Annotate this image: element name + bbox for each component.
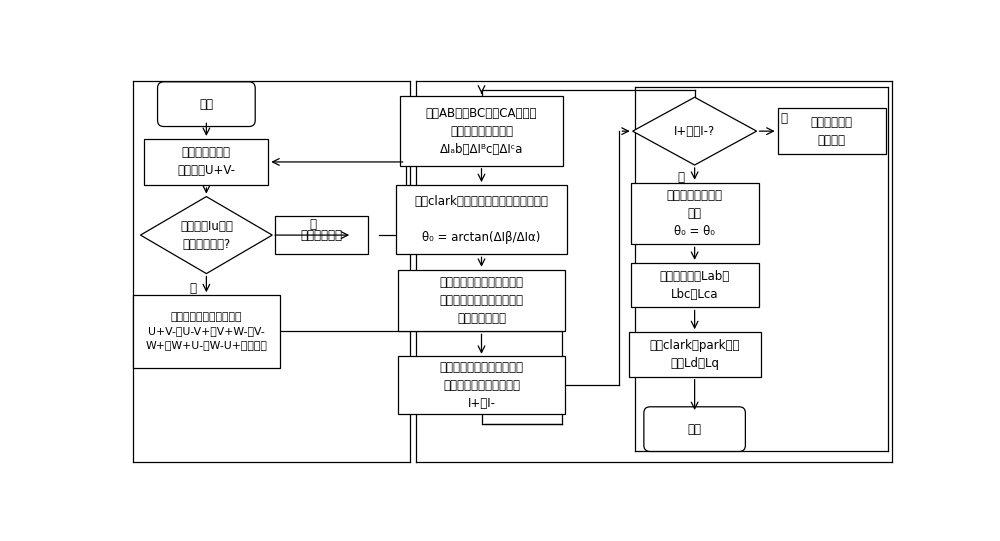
Text: 辨识偏差过大
重新辨识: 辨识偏差过大 重新辨识 [811, 116, 853, 147]
Text: 依次注入选取的正向、反向
三相脉冲，获取电流响应
I+、I-: 依次注入选取的正向、反向 三相脉冲，获取电流响应 I+、I- [440, 361, 524, 410]
Text: 根据位置角初值取值范围，
选取三相脉冲注入方向，进
行磁极方向判断: 根据位置角初值取值范围， 选取三相脉冲注入方向，进 行磁极方向判断 [440, 276, 524, 325]
Text: 增加脉冲宽度: 增加脉冲宽度 [300, 229, 342, 242]
FancyBboxPatch shape [398, 357, 565, 414]
Text: 获取合适脉宽，依次注入
U+V-、U-V+、V+W-、V-
W+、W+U-、W-U+两相脉冲: 获取合适脉宽，依次注入 U+V-、U-V+、V+W-、V- W+、W+U-、W-… [145, 312, 267, 351]
FancyBboxPatch shape [158, 82, 255, 127]
FancyBboxPatch shape [778, 108, 886, 154]
Text: 设置脉冲宽度，
注入脉冲U+V-: 设置脉冲宽度， 注入脉冲U+V- [177, 147, 235, 177]
Text: 利用clark变换，求得转子位置角初值：

θ₀ = arctan(ΔIβ/ΔIα): 利用clark变换，求得转子位置角初值： θ₀ = arctan(ΔIβ/ΔIα… [415, 195, 548, 244]
FancyBboxPatch shape [133, 295, 280, 368]
Text: 是: 是 [189, 282, 196, 295]
Text: 利用公式求得Lab、
Lbc、Lca: 利用公式求得Lab、 Lbc、Lca [660, 269, 730, 301]
Text: I+大于I-?: I+大于I-? [674, 124, 715, 137]
Polygon shape [633, 97, 757, 165]
Text: 否: 否 [780, 113, 787, 126]
Text: 采样电流Iu大于
电机额定电流?: 采样电流Iu大于 电机额定电流? [180, 220, 233, 250]
Text: 结束: 结束 [688, 423, 702, 436]
Text: 利用clark、park变换
求得Ld、Lq: 利用clark、park变换 求得Ld、Lq [649, 339, 740, 370]
Text: 得到AB相、BC相、CA相绕组
正负向电流响应差值
ΔIₐb、ΔIᴮc、ΔIᶜa: 得到AB相、BC相、CA相绕组 正负向电流响应差值 ΔIₐb、ΔIᴮc、ΔIᶜa [426, 107, 537, 156]
Text: 是: 是 [677, 171, 684, 184]
Text: 开始: 开始 [199, 98, 213, 111]
FancyBboxPatch shape [629, 332, 761, 377]
FancyBboxPatch shape [631, 183, 759, 245]
FancyBboxPatch shape [644, 407, 745, 451]
FancyBboxPatch shape [396, 185, 567, 254]
Text: 否: 否 [310, 218, 317, 231]
FancyBboxPatch shape [275, 216, 368, 254]
FancyBboxPatch shape [400, 96, 563, 166]
Text: 获取转子初始位置
角：
θ₀ = θ₀: 获取转子初始位置 角： θ₀ = θ₀ [667, 189, 723, 238]
FancyBboxPatch shape [398, 270, 565, 331]
Polygon shape [140, 196, 272, 274]
FancyBboxPatch shape [631, 263, 759, 307]
FancyBboxPatch shape [144, 139, 268, 185]
